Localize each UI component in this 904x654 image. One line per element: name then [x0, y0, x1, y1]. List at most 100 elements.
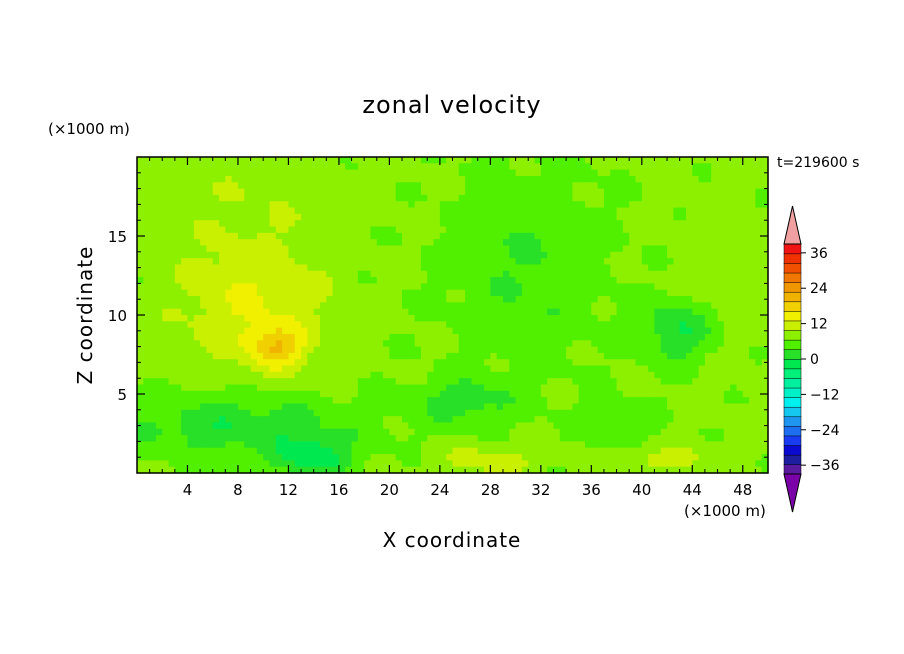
contour-cell — [288, 466, 296, 474]
contour-cell — [679, 239, 687, 247]
contour-cell — [484, 289, 491, 297]
contour-cell — [433, 460, 441, 468]
contour-cell — [301, 315, 308, 322]
contour-cell — [484, 194, 491, 202]
contour-cell — [648, 289, 656, 297]
contour-cell — [313, 194, 321, 202]
contour-cell — [521, 365, 529, 373]
contour-cell — [723, 182, 731, 190]
contour-cell — [742, 163, 750, 171]
contour-cell — [212, 239, 220, 247]
contour-cell — [471, 403, 479, 411]
contour-cell — [275, 194, 283, 202]
contour-cell — [332, 359, 340, 367]
contour-cell — [654, 207, 662, 215]
contour-cell — [477, 270, 485, 278]
contour-cell — [641, 175, 649, 183]
contour-cell — [717, 169, 725, 177]
contour-cell — [332, 220, 340, 228]
contour-cell — [237, 251, 245, 259]
contour-cell — [326, 194, 334, 202]
contour-cell — [168, 277, 176, 284]
contour-cell — [458, 302, 466, 310]
contour-cell — [635, 409, 643, 417]
contour-cell — [496, 397, 504, 405]
contour-cell — [351, 213, 359, 221]
contour-cell — [332, 428, 340, 436]
contour-cell — [755, 384, 763, 392]
contour-cell — [395, 213, 403, 221]
contour-cell — [389, 340, 397, 348]
contour-cell — [692, 466, 700, 474]
contour-cell — [641, 346, 649, 354]
contour-cell — [648, 416, 656, 424]
contour-cell — [471, 447, 479, 455]
contour-cell — [736, 435, 744, 442]
contour-cell — [275, 454, 283, 461]
contour-cell — [528, 289, 536, 297]
contour-cell — [641, 182, 649, 190]
contour-cell — [711, 327, 719, 335]
contour-cell — [471, 441, 479, 449]
contour-cell — [427, 327, 435, 335]
contour-cell — [269, 201, 277, 209]
contour-cell — [137, 270, 144, 278]
contour-cell — [439, 258, 447, 266]
contour-cell — [155, 201, 163, 209]
contour-cell — [660, 182, 668, 190]
contour-cell — [547, 220, 555, 228]
contour-cell — [351, 226, 359, 234]
contour-cell — [357, 289, 365, 297]
contour-cell — [275, 416, 283, 424]
contour-cell — [521, 384, 529, 392]
contour-cell — [326, 371, 334, 379]
contour-cell — [174, 359, 182, 367]
contour-cell — [673, 447, 681, 455]
contour-cell — [313, 321, 321, 329]
contour-cell — [420, 371, 428, 379]
contour-cell — [629, 283, 637, 291]
contour-cell — [452, 447, 460, 455]
contour-cell — [660, 428, 668, 436]
contour-cell — [389, 157, 397, 164]
contour-cell — [389, 422, 397, 430]
contour-cell — [294, 365, 302, 373]
contour-cell — [370, 435, 378, 442]
contour-cell — [673, 175, 681, 183]
contour-cell — [742, 308, 750, 316]
contour-cell — [698, 435, 706, 442]
contour-cell — [755, 169, 763, 177]
contour-cell — [137, 245, 144, 253]
contour-cell — [294, 201, 302, 209]
contour-cell — [364, 422, 372, 430]
contour-cell — [597, 428, 605, 436]
contour-cell — [433, 194, 441, 202]
contour-cell — [616, 201, 624, 209]
contour-cell — [711, 397, 719, 405]
contour-cell — [326, 201, 334, 209]
contour-cell — [471, 371, 479, 379]
contour-cell — [496, 175, 504, 183]
contour-cell — [357, 277, 365, 284]
contour-cell — [193, 308, 201, 316]
contour-cell — [225, 296, 233, 303]
contour-cell — [698, 207, 706, 215]
contour-cell — [660, 466, 668, 474]
contour-cell — [471, 194, 479, 202]
contour-cell — [162, 245, 170, 253]
contour-cell — [288, 346, 296, 354]
contour-cell — [338, 194, 346, 202]
contour-cell — [742, 384, 750, 392]
contour-cell — [319, 447, 327, 455]
contour-cell — [256, 447, 264, 455]
contour-cell — [761, 428, 769, 436]
contour-cell — [149, 371, 157, 379]
contour-cell — [137, 315, 144, 322]
contour-cell — [547, 466, 555, 474]
contour-cell — [256, 277, 264, 284]
contour-cell — [591, 289, 599, 297]
contour-cell — [528, 460, 536, 468]
contour-cell — [730, 365, 738, 373]
contour-cell — [540, 441, 548, 449]
contour-cell — [389, 397, 397, 405]
